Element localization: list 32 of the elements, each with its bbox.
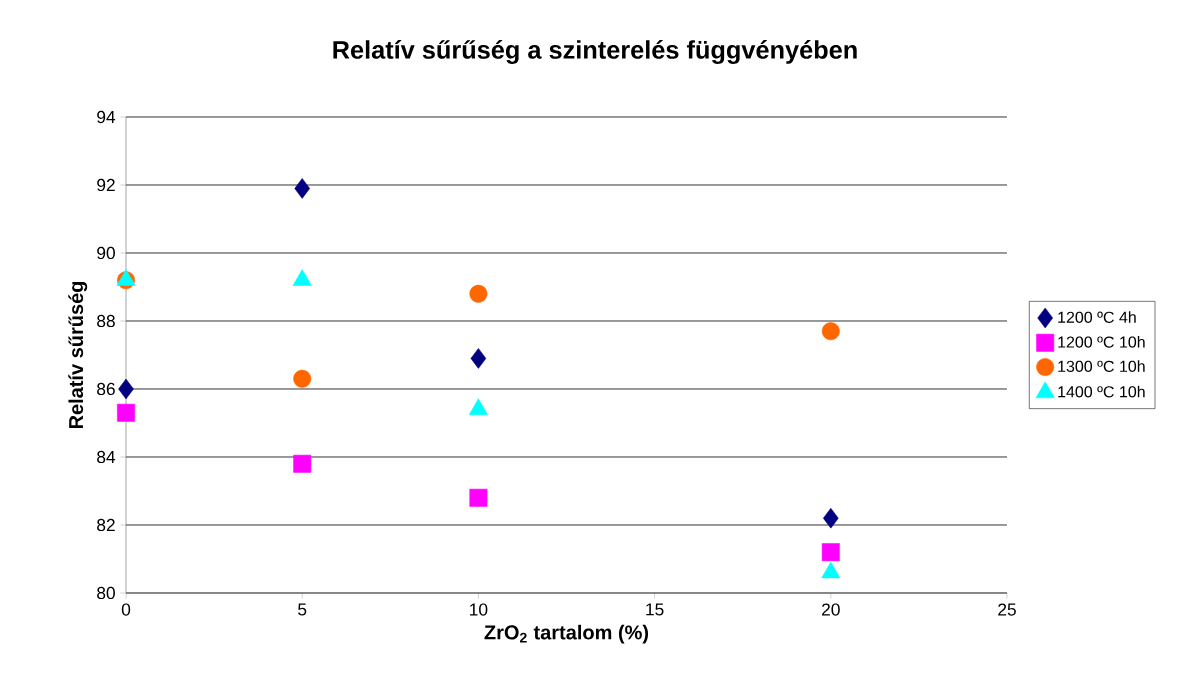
x-tick-label: 0 [121, 603, 131, 616]
legend-label: 1400 ºC 10h [1058, 385, 1145, 398]
legend-label: 1200 ºC 10h [1058, 336, 1145, 348]
y-tick-label: 82 [97, 518, 115, 532]
point [293, 454, 312, 473]
y-tick-label: 88 [97, 314, 115, 328]
point [294, 178, 310, 199]
legend-label: 1200 ºC 4h [1058, 311, 1136, 323]
x-tick-label: 15 [646, 603, 664, 616]
y-tick-label: 80 [97, 586, 115, 600]
chart-title: Relatív sűrűség a szinterelés függvényében [333, 40, 857, 64]
point [118, 378, 134, 400]
y-axis-title: Relatív sűrűség [68, 281, 88, 429]
x-tick-label: 5 [298, 603, 307, 616]
x-tick-label: 10 [470, 603, 488, 616]
point [823, 507, 839, 529]
x-tick-label: 20 [822, 603, 840, 616]
y-tick-label: 94 [97, 110, 116, 124]
point [821, 322, 840, 341]
y-tick-label: 90 [97, 246, 115, 260]
y-tick-label: 84 [97, 450, 116, 464]
point [293, 369, 312, 388]
y-tick-label: 86 [97, 382, 115, 396]
x-axis-title: ZrO$_{2}$ tartalom (%) [484, 624, 649, 644]
point [470, 348, 487, 369]
point [469, 488, 488, 507]
y-tick-label: 92 [97, 178, 115, 192]
legend-label: 1300 ºC 10h [1058, 360, 1145, 372]
point [469, 284, 488, 303]
point [117, 403, 135, 422]
x-tick-label: 25 [998, 603, 1016, 616]
point [821, 543, 840, 562]
